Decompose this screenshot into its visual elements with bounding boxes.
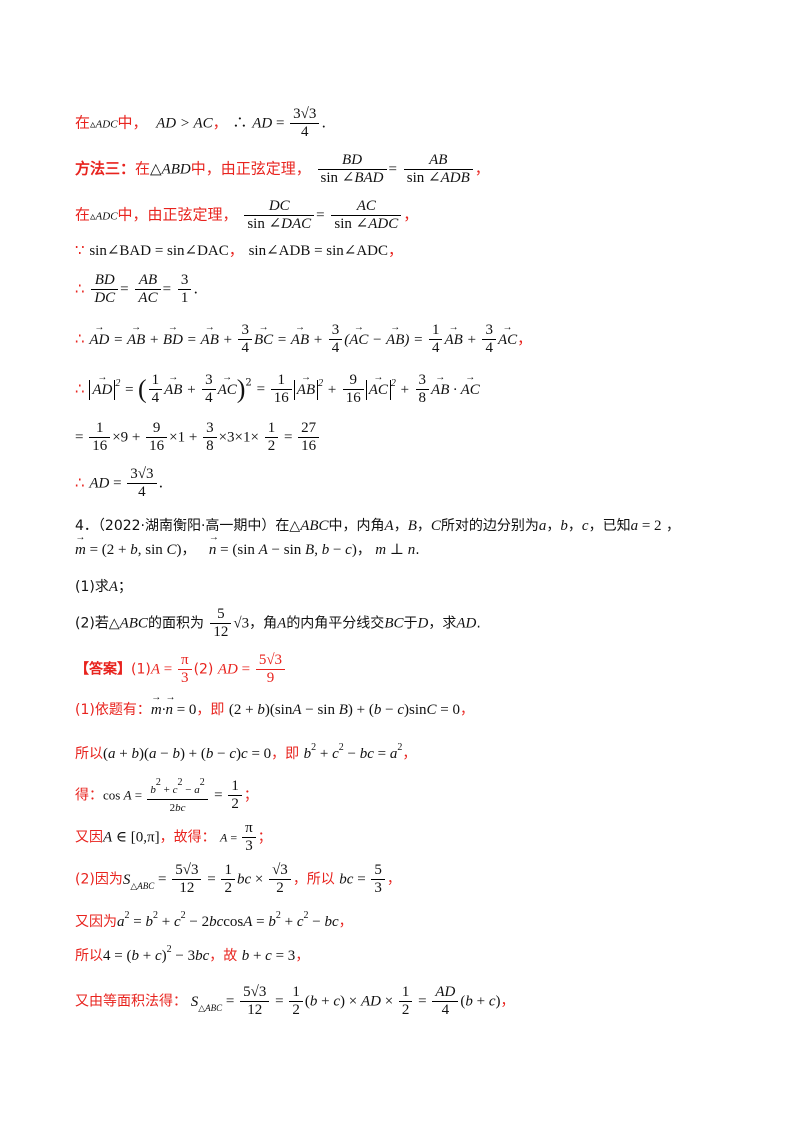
line-3: 在▵ADC中，由正弦定理， DC sin ∠DAC = AC sin ∠ADC， <box>75 198 419 232</box>
problem-4-line-1: 4．（2022·湖南衡阳·高一期中）在△ABC中，内角A，B，C所对的边分别为a… <box>75 518 680 534</box>
solution-4: 又因A ∈ [0,π]，故得： A = π 3； <box>75 820 272 854</box>
line-4: ∵ sin∠BAD = sin∠DAC， sin∠ADB = sin∠ADC， <box>75 241 404 259</box>
line-6: ∴ AD = AB + BD = AB + 34BC = AB + 34(AC … <box>75 318 532 357</box>
solution-5: (2)因为S△ABC = 5√3 12 = 1 2 bc × √3 2 ，所以 bc = … <box>75 862 401 896</box>
solution-2: 所以(a + b)(a − b) + (b − c)c = 0，即 b2 + c… <box>75 742 417 762</box>
answer-line: 【答案】(1)A = π 3 (2) AD = 5√3 9 <box>75 652 287 687</box>
problem-4-line-2: m = (2 + b, sin C)， n = (sin A − sin B, … <box>75 528 420 560</box>
solution-3: 得：cos A = b2 + c2 − a2 2bc = 1 2； <box>75 774 258 817</box>
problem-4-q1: (1)求A； <box>75 579 133 595</box>
solution-6: 又因为a2 = b2 + c2 − 2bccosA = b2 + c2 − bc… <box>75 910 353 930</box>
solution-1: (1)依题有：m·n = 0，即 (2 + b)(sinA − sin B) +… <box>75 688 474 720</box>
line-9: ∴ AD = 3√3 4. <box>75 466 164 500</box>
line-7: ∴ AD2 = (14AB + 34AC)2 = 116AB2 + 916AC2… <box>75 368 480 407</box>
line-1: 在▵ADC中， AD > AC， ∴ AD = 3√3 4. <box>75 106 327 140</box>
line-2: 方法三：在△ABD中，由正弦定理， BD sin ∠BAD = AB sin ∠ADB… <box>75 152 490 186</box>
problem-4-q2: (2)若△ABC的面积为 5 12 √3，角A的内角平分线交BC于D，求AD. <box>75 606 481 640</box>
solution-7: 所以4 = (b + c)2 − 3bc，故 b + c = 3， <box>75 944 310 964</box>
solution-8: 又由等面积法得： S△ABC = 5√3 12 = 1 2 (b + c) × AD … <box>75 984 515 1018</box>
